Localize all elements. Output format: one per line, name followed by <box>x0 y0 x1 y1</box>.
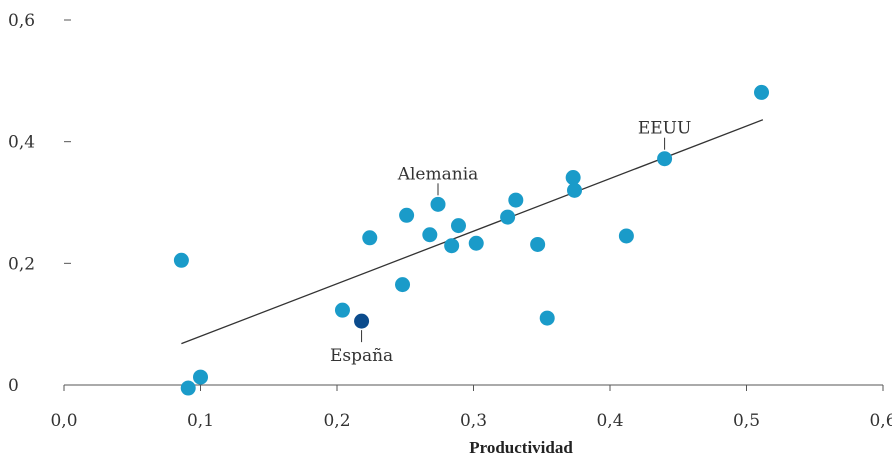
data-point <box>468 235 484 251</box>
x-tick-label: 0,4 <box>596 411 623 431</box>
annotation-label: EEUU <box>638 119 691 139</box>
data-points <box>173 84 770 396</box>
x-tick-label: 0,1 <box>187 411 214 431</box>
trendline <box>181 119 764 345</box>
y-tick-label: 0 <box>8 376 19 396</box>
data-point <box>450 218 466 234</box>
data-point <box>530 236 546 252</box>
data-point <box>399 207 415 223</box>
data-point <box>508 192 524 208</box>
x-tick-label: 0,0 <box>50 411 77 431</box>
data-point <box>422 227 438 243</box>
x-tick-label: 0,5 <box>733 411 760 431</box>
data-point <box>444 238 460 254</box>
y-axis: 0 0,2 0,4 0,6 <box>8 11 71 396</box>
data-point <box>180 380 196 396</box>
data-point-highlight <box>354 313 370 329</box>
data-point <box>362 230 378 246</box>
x-axis-label: Productividad <box>469 438 573 457</box>
x-tick-label: 0,2 <box>323 411 350 431</box>
data-point <box>430 196 446 212</box>
data-point <box>565 170 581 186</box>
data-point <box>754 84 770 100</box>
data-point <box>395 277 411 293</box>
x-tick-label: 0,6 <box>869 411 892 431</box>
data-point <box>567 182 583 198</box>
annotation-label: Alemania <box>397 164 479 184</box>
data-point <box>193 369 208 385</box>
data-point <box>173 252 189 268</box>
y-tick-label: 0,4 <box>8 133 35 153</box>
y-tick-label: 0,2 <box>8 254 35 274</box>
annotation-label: España <box>330 346 393 366</box>
x-tick-label: 0,3 <box>460 411 487 431</box>
data-point <box>657 151 673 167</box>
x-axis: 0,0 0,1 0,2 0,3 0,4 0,5 0,6 <box>50 384 892 431</box>
trendline-group <box>181 119 764 345</box>
data-point <box>618 228 634 244</box>
annotations: Alemania EEUU España <box>330 119 691 366</box>
data-point <box>500 209 516 225</box>
y-tick-label: 0,6 <box>8 11 35 31</box>
data-point <box>539 310 555 326</box>
data-point <box>334 302 350 318</box>
